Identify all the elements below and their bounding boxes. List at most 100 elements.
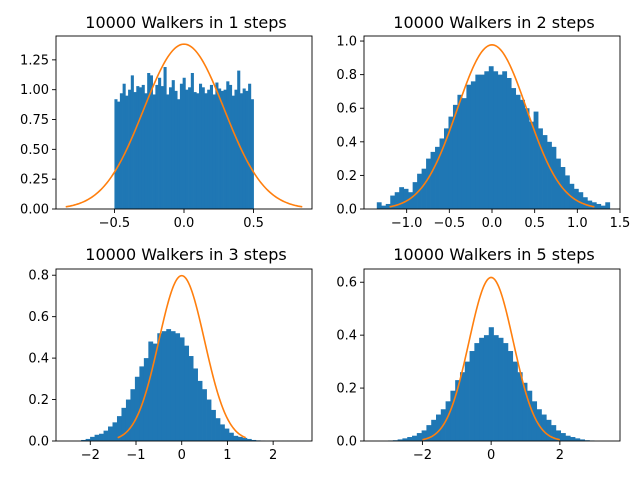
subplot-3-bar	[228, 432, 234, 441]
subplot-1-bar	[166, 94, 170, 209]
subplot-4-bar	[488, 327, 494, 441]
subplot-4-bar	[493, 335, 499, 441]
subplot-3-xtick-label: −2	[81, 448, 100, 463]
subplot-4-bar	[469, 351, 475, 441]
subplot-4-bar	[464, 361, 470, 441]
subplot-3-bar	[125, 399, 131, 441]
subplot-2-bar	[475, 74, 481, 209]
subplot-2-bar	[390, 195, 396, 209]
subplot-4-bar	[565, 435, 571, 441]
subplot-2-bar	[381, 205, 387, 209]
subplot-2-bar	[430, 151, 436, 209]
subplot-1-bar	[231, 95, 235, 209]
subplot-4-bar	[483, 335, 490, 441]
subplot-4-bar	[522, 382, 528, 441]
subplot-2-xtick-label: −1.0	[391, 216, 423, 231]
subplot-1-bar	[199, 83, 203, 209]
subplot-3-bar	[99, 433, 104, 441]
subplot-3-bar	[130, 389, 136, 441]
subplot-3-bar	[134, 376, 140, 441]
subplot-2-bar	[452, 104, 458, 209]
subplot-4: 10000 Walkers in 5 steps −2 0 2 0.0 0.2 0.4 0.…	[336, 245, 621, 463]
subplot-1-bar	[119, 93, 123, 209]
subplot-3-bar	[193, 368, 198, 441]
subplot-3-title: 10000 Walkers in 3 steps	[85, 245, 286, 264]
subplot-2-bar	[488, 66, 494, 209]
subplot-2-bar	[421, 168, 427, 209]
subplot-4-bar	[575, 438, 581, 441]
subplot-1-bar	[138, 87, 143, 209]
subplot-2-bar	[578, 192, 584, 209]
subplot-3-bar	[202, 389, 207, 441]
subplot-3-ytick-label: 0.0	[28, 435, 49, 450]
subplot-2-bar	[511, 88, 517, 209]
subplot-3-bar	[112, 422, 118, 441]
subplot-3-bar	[81, 439, 86, 441]
subplot-4-bar	[397, 439, 403, 441]
subplot-4-ytick-label: 0.6	[336, 276, 357, 291]
subplot-2-ytick-label: 0.2	[336, 169, 357, 184]
subplot-3-ytick-label: 0.4	[28, 352, 49, 367]
subplot-2-bar	[466, 84, 472, 209]
subplot-2-bar	[394, 192, 400, 209]
subplot-3-gaussian-curve	[117, 274, 247, 439]
subplot-1-bar	[177, 99, 181, 209]
subplot-2-bar	[417, 173, 422, 209]
subplot-1-bar	[122, 83, 126, 209]
subplot-1-bar	[171, 80, 175, 209]
subplot-1-ytick-label: 0.50	[20, 143, 49, 158]
subplot-4-bar	[459, 372, 466, 441]
subplot-2-bar	[551, 146, 557, 209]
subplot-2-bar	[515, 94, 521, 209]
subplot-4-xtick-label: 2	[556, 448, 564, 463]
subplot-4-bar	[455, 380, 461, 441]
subplot-1-bar	[188, 87, 192, 209]
subplot-2-bar	[538, 128, 543, 209]
subplot-2-bar	[497, 74, 503, 209]
subplot-3-bar	[237, 436, 243, 441]
subplot-4-ytick-label: 0.2	[336, 382, 357, 397]
subplot-1-bar	[229, 84, 233, 209]
subplot-1-bar	[207, 89, 211, 209]
subplot-4-bar	[450, 390, 456, 441]
subplot-2-bar	[403, 188, 409, 209]
subplot-4-xtick-label: −2	[413, 448, 432, 463]
subplot-4-bar	[570, 437, 576, 441]
subplot-4-bar	[407, 437, 413, 441]
subplot-4-gaussian-curve	[422, 276, 561, 441]
subplot-4-bar	[416, 433, 422, 441]
subplot-2-bar	[529, 121, 534, 209]
subplot-2-bar	[587, 200, 593, 209]
subplot-3-xtick-label: 0	[178, 448, 186, 463]
subplot-3-bar	[220, 424, 225, 441]
subplot-1-ytick-label: 0.25	[20, 173, 49, 188]
subplot-2-xtick-label: −0.5	[434, 216, 466, 231]
subplot-3-bar	[179, 337, 185, 441]
subplot-2-bar	[470, 81, 476, 209]
subplot-2-bar	[582, 197, 588, 209]
subplot-3-bar	[170, 331, 176, 441]
subplot-3-bar	[206, 399, 212, 441]
subplot-2-bar	[573, 188, 579, 209]
subplot-3-bar	[161, 331, 167, 441]
subplot-3-bar	[85, 438, 91, 441]
subplot-1-gaussian-curve	[65, 43, 303, 208]
subplot-1-bar	[141, 84, 145, 209]
subplot-1-bar	[133, 92, 137, 209]
subplot-1-bar	[136, 86, 140, 209]
subplot-3-xtick-label: −1	[126, 448, 145, 463]
subplot-1-bar	[130, 75, 134, 210]
subplot-1-bar	[125, 95, 129, 209]
subplot-1-bar	[212, 94, 216, 209]
subplot-3-bar	[188, 356, 194, 441]
subplot-1-bar	[234, 89, 238, 209]
subplot-2: 10000 Walkers in 2 steps −1.0 −0.5 0.0 0.5 1…	[336, 13, 630, 231]
subplot-3-axes-frame	[55, 268, 313, 442]
subplot-2-bar	[479, 74, 485, 209]
subplot-3-bar	[224, 428, 230, 441]
subplot-2-bar	[376, 202, 382, 209]
subplot-1-bar	[182, 77, 186, 209]
subplot-1-bar	[114, 99, 118, 209]
subplot-1-bar	[160, 86, 164, 209]
